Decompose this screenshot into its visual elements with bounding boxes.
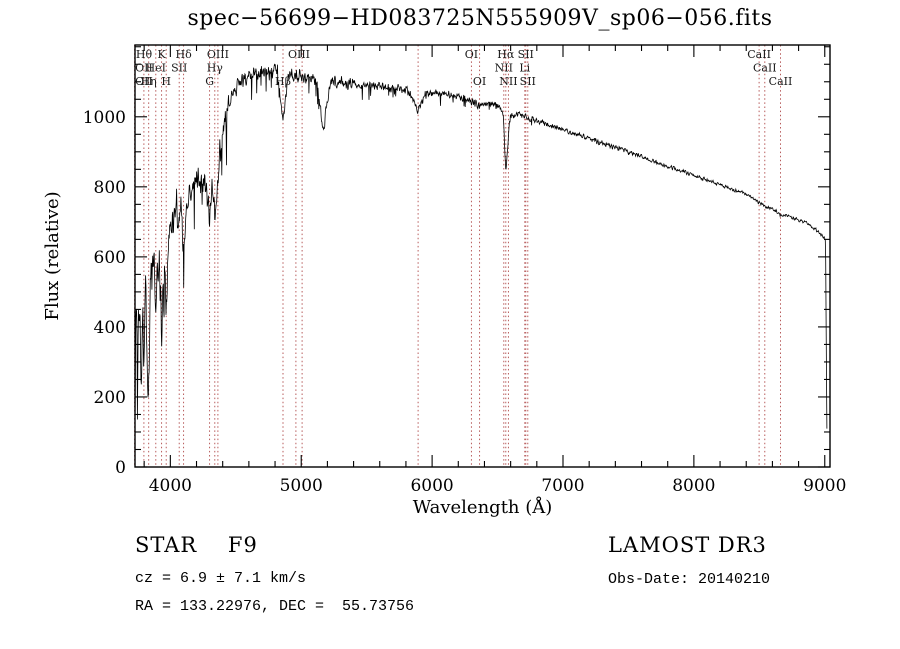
line-label: Hδ bbox=[175, 48, 192, 61]
line-label: K bbox=[157, 48, 166, 61]
y-tick-label: 0 bbox=[115, 458, 126, 478]
line-label: Hη bbox=[141, 75, 157, 88]
y-tick-label: 800 bbox=[94, 178, 126, 198]
line-label: OI bbox=[473, 75, 486, 88]
axis-titles: Wavelength (Å) Flux (relative) bbox=[42, 191, 552, 518]
object-class-label: STAR F9 bbox=[135, 533, 258, 557]
line-label: NII bbox=[499, 75, 517, 88]
line-label: NII bbox=[495, 62, 513, 75]
line-label: OII bbox=[135, 75, 153, 88]
flux-curve bbox=[134, 63, 828, 431]
x-tick-label: 4000 bbox=[149, 476, 192, 496]
spectrum-trace bbox=[134, 63, 828, 431]
tick-labels: 4000 5000 6000 7000 8000 9000 0 200 400 600 800 100… bbox=[83, 108, 847, 496]
x-tick-label: 5000 bbox=[280, 476, 323, 496]
line-label: CaII bbox=[747, 48, 771, 61]
spectral-line-markers bbox=[134, 45, 781, 467]
ra-dec-label: RA = 133.22976, DEC = 55.73756 bbox=[135, 598, 415, 615]
axes-box bbox=[134, 44, 831, 468]
cz-velocity-label: cz = 6.9 ± 7.1 km/s bbox=[135, 570, 307, 587]
line-label: OIII bbox=[207, 48, 229, 61]
line-label: CaII bbox=[769, 75, 793, 88]
line-label: Li bbox=[519, 62, 530, 75]
line-label: Hγ bbox=[207, 62, 224, 75]
x-tick-label: 7000 bbox=[541, 476, 584, 496]
y-axis-title: Flux (relative) bbox=[42, 191, 63, 320]
line-label: SII bbox=[518, 48, 534, 61]
line-label: OIII bbox=[288, 48, 310, 61]
x-tick-label: 9000 bbox=[803, 476, 846, 496]
y-tick-label: 600 bbox=[94, 248, 126, 268]
x-tick-label: 6000 bbox=[410, 476, 453, 496]
y-tick-label: 1000 bbox=[83, 108, 126, 128]
plot-frame bbox=[134, 44, 831, 468]
line-label: SII bbox=[520, 75, 536, 88]
x-axis-title: Wavelength (Å) bbox=[413, 496, 553, 518]
y-tick-label: 400 bbox=[94, 318, 126, 338]
line-label: H bbox=[161, 75, 171, 88]
tick-marks bbox=[135, 45, 830, 468]
obs-date-label: Obs-Date: 20140210 bbox=[608, 571, 771, 588]
line-label: Hα bbox=[497, 48, 515, 61]
y-tick-label: 200 bbox=[94, 388, 126, 408]
line-label: HeI bbox=[146, 62, 166, 75]
line-label: SII bbox=[171, 62, 187, 75]
line-label: Hβ bbox=[275, 75, 291, 88]
survey-label: LAMOST DR3 bbox=[608, 533, 767, 557]
x-tick-label: 8000 bbox=[672, 476, 715, 496]
line-label: OI bbox=[465, 48, 478, 61]
line-label: Hθ bbox=[136, 48, 153, 61]
plot-title: spec−56699−HD083725N555909V_sp06−056.fit… bbox=[187, 6, 773, 31]
line-label: OII bbox=[135, 62, 153, 75]
line-label: G bbox=[205, 75, 214, 88]
line-label: CaII bbox=[753, 62, 777, 75]
